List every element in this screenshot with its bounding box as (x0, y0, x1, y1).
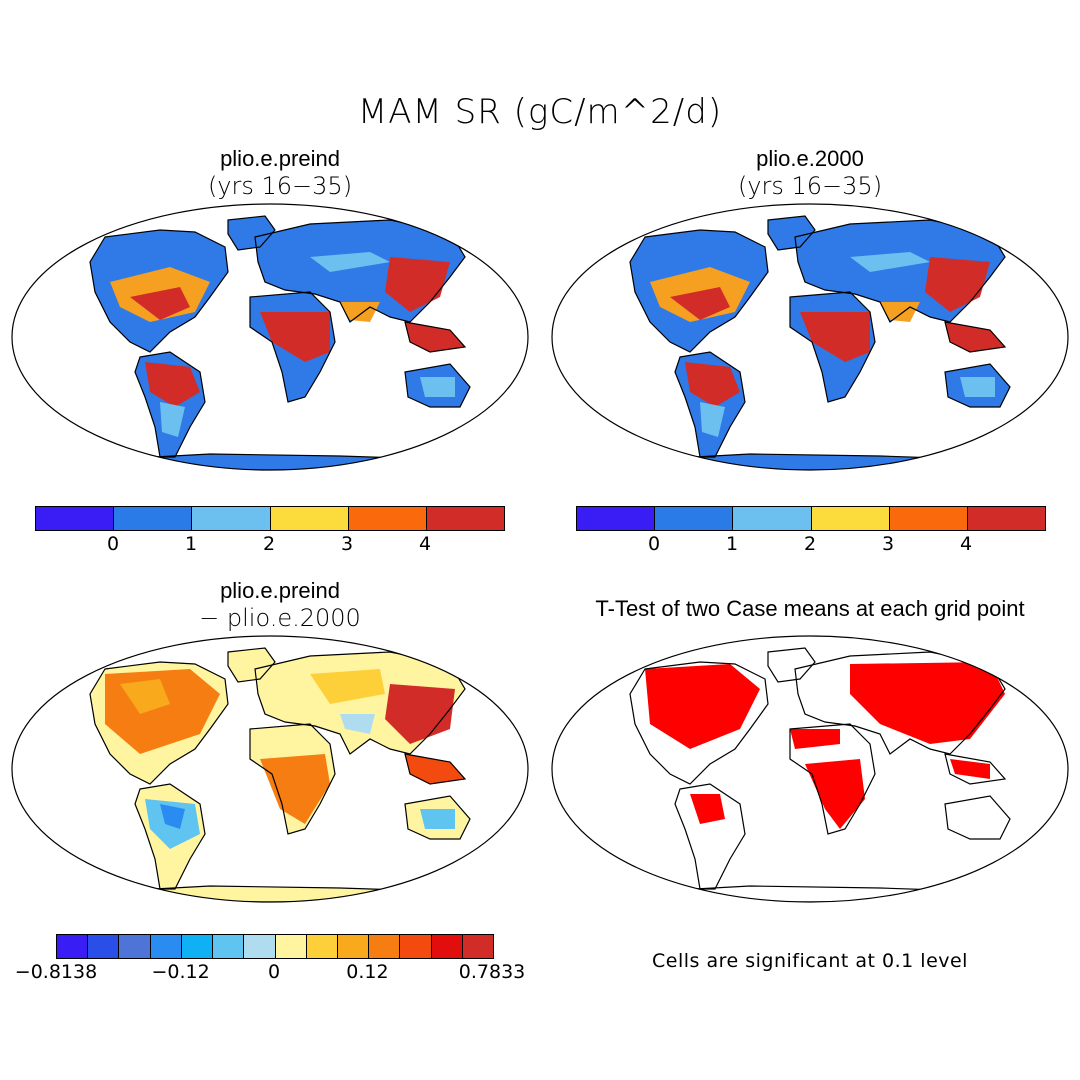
colorbar-tick-label: 4 (418, 533, 432, 555)
colorbar-tick-label: 2 (262, 533, 276, 555)
panel2-subtitle: (yrs 16−35) (737, 172, 883, 200)
colorbar-tick-label: 1 (184, 533, 198, 555)
colorbar-swatch (150, 935, 182, 958)
colorbar-swatch (306, 935, 338, 958)
colorbar-swatch (181, 935, 214, 958)
colorbar-swatch (889, 507, 968, 530)
colorbar-tick-label: 3 (340, 533, 354, 555)
colorbar-swatch (36, 507, 115, 530)
colorbar-tick-label: 0 (647, 533, 661, 555)
colorbar-swatch (733, 507, 812, 530)
colorbar-panel2 (576, 506, 1046, 531)
colorbar-tick-label: 0.7833 (458, 961, 526, 983)
colorbar-tick-label: −0.12 (151, 961, 210, 983)
colorbar-swatch (88, 935, 120, 958)
colorbar-tick-label: 2 (803, 533, 817, 555)
panel3-subtitle: − plio.e.2000 (199, 604, 361, 632)
colorbar-swatch (655, 507, 734, 530)
colorbar-swatch (57, 935, 89, 958)
colorbar-swatch (577, 507, 656, 530)
colorbar-tick-label: −0.8138 (14, 961, 98, 983)
colorbar-swatch (275, 935, 307, 958)
colorbar-tick-label: 1 (725, 533, 739, 555)
panel1-title: plio.e.preind (220, 146, 340, 171)
panel1-subtitle: (yrs 16−35) (207, 172, 353, 200)
map-panel4 (551, 635, 1069, 903)
map-panel1 (11, 203, 529, 471)
significance-note: Cells are significant at 0.1 level (652, 950, 968, 972)
colorbar-swatch (213, 935, 245, 958)
colorbar-swatch (426, 507, 505, 530)
colorbar-swatch (462, 935, 494, 958)
colorbar-swatch (114, 507, 193, 530)
panel4-title: T-Test of two Case means at each grid po… (595, 596, 1025, 621)
colorbar-panel3-ticks: −0.8138 −0.12 0 0.12 0.7833 (15, 961, 525, 985)
colorbar-swatch (811, 507, 890, 530)
colorbar-panel1 (35, 506, 505, 531)
panel2-title: plio.e.2000 (756, 146, 864, 171)
figure-title: MAM SR (gC/m^2/d) (357, 92, 723, 132)
colorbar-swatch (967, 507, 1046, 530)
colorbar-tick-label: 4 (959, 533, 973, 555)
colorbar-panel3 (56, 934, 494, 959)
colorbar-swatch (369, 935, 401, 958)
colorbar-swatch (337, 935, 370, 958)
colorbar-swatch (400, 935, 432, 958)
colorbar-swatch (348, 507, 427, 530)
colorbar-swatch (244, 935, 276, 958)
colorbar-tick-label: 3 (881, 533, 895, 555)
colorbar-tick-label: 0.12 (346, 961, 389, 983)
colorbar-tick-label: 0 (267, 961, 281, 983)
colorbar-panel2-ticks: 0 1 2 3 4 (576, 533, 1044, 557)
colorbar-swatch (192, 507, 271, 530)
map-panel3 (11, 635, 529, 903)
colorbar-swatch (270, 507, 349, 530)
colorbar-swatch (431, 935, 463, 958)
colorbar-swatch (119, 935, 151, 958)
panel3-title: plio.e.preind (220, 578, 340, 603)
map-panel2 (551, 203, 1069, 471)
colorbar-panel1-ticks: 0 1 2 3 4 (35, 533, 503, 557)
colorbar-tick-label: 0 (106, 533, 120, 555)
